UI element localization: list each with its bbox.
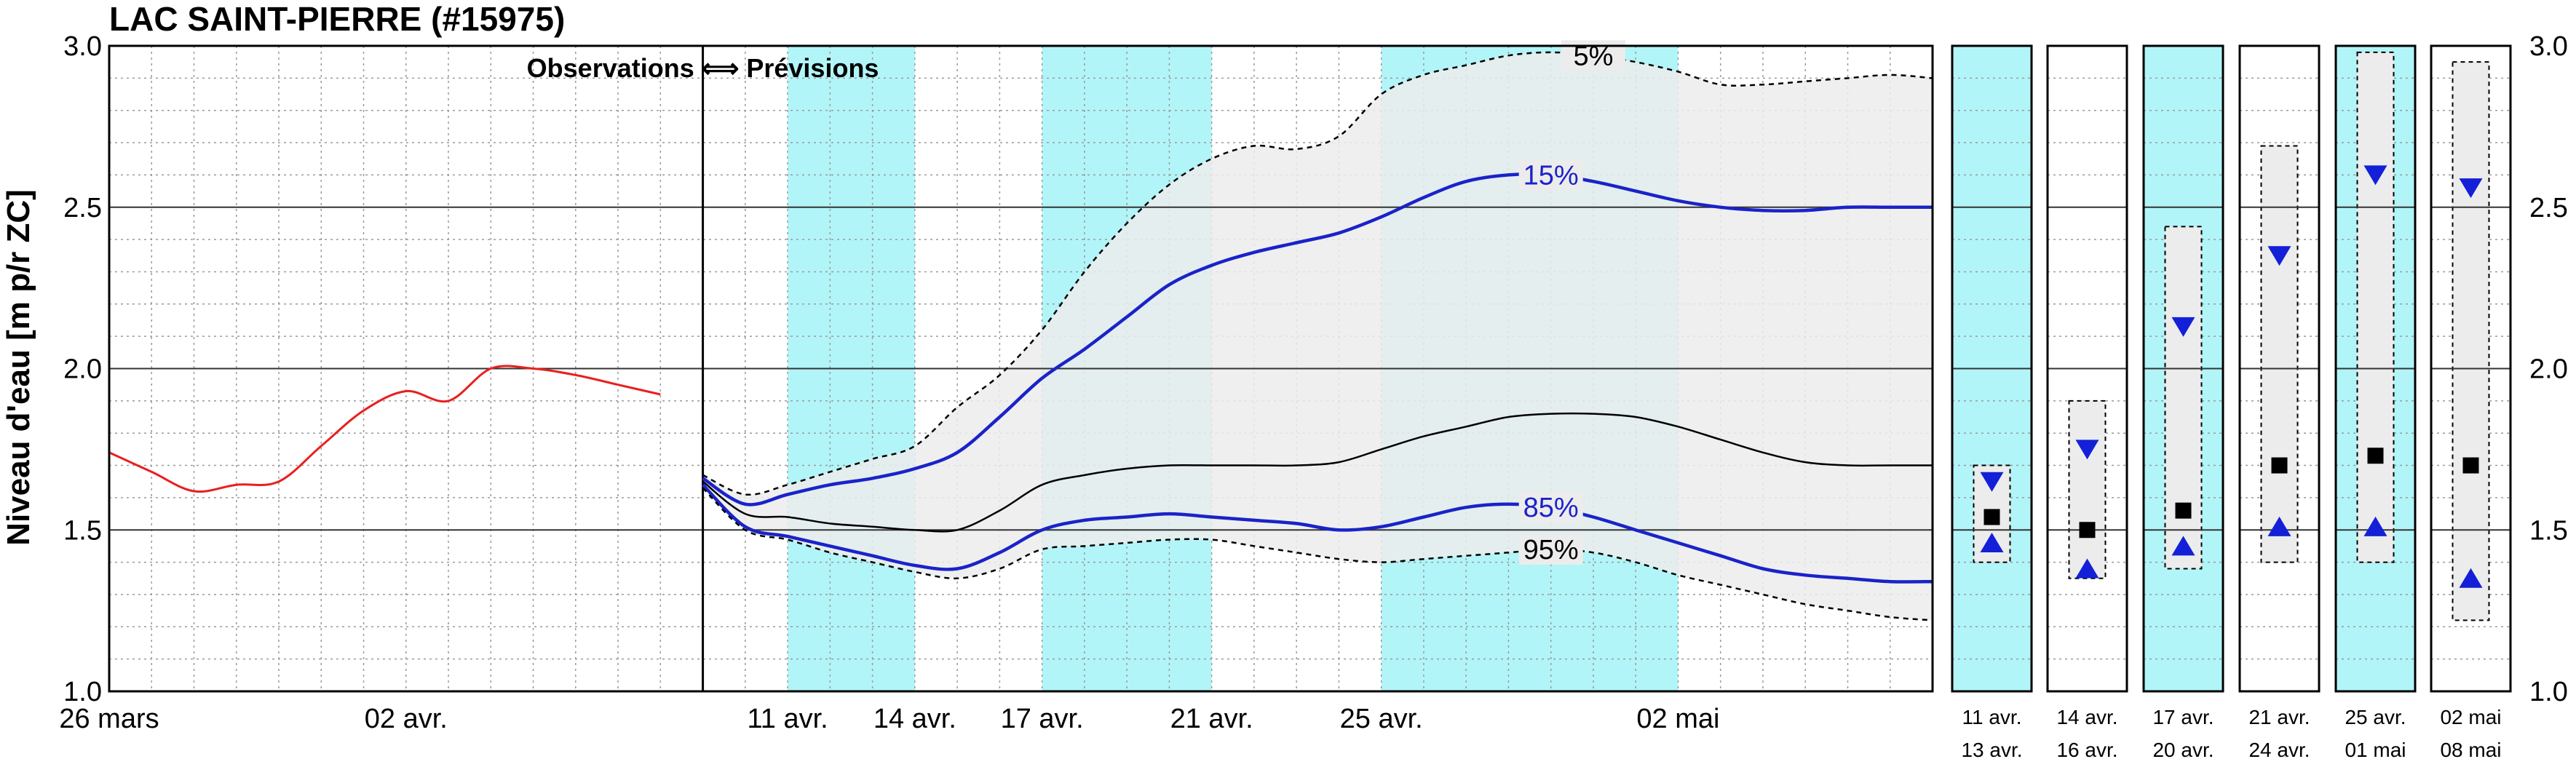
panel-median-square	[2175, 502, 2192, 519]
panel-label-start: 25 avr.	[2345, 706, 2406, 728]
panel-frame	[2334, 44, 2417, 693]
y-tick-label-right: 2.0	[2529, 354, 2568, 385]
panel-label-end: 20 avr.	[2152, 739, 2214, 761]
x-tick-label: 14 avr.	[873, 704, 956, 734]
panel-up-triangle	[2075, 558, 2099, 579]
panel-frame	[2430, 44, 2512, 693]
panel-range-box	[2164, 226, 2203, 570]
y-tick-label-right: 3.0	[2529, 31, 2568, 62]
x-tick-label: 17 avr.	[1001, 704, 1084, 734]
panel-up-triangle	[1980, 532, 2004, 552]
y-tick-label-right: 1.5	[2529, 515, 2568, 546]
chart-title: LAC SAINT-PIERRE (#15975)	[109, 0, 565, 38]
period-panel-1: 11 avr. 13 avr.	[1951, 44, 2033, 761]
y-tick-label-right: 2.5	[2529, 193, 2568, 223]
x-tick-label: 25 avr.	[1340, 704, 1423, 734]
panel-up-triangle	[2363, 516, 2387, 536]
boundary-label: Observations ⟺ Prévisions	[527, 53, 879, 83]
period-panel-6: 02 mai 08 mai	[2430, 44, 2512, 761]
panel-down-triangle	[2075, 440, 2099, 460]
y-tick-label-right: 1.0	[2529, 677, 2568, 707]
panel-median-square	[1983, 509, 2000, 525]
series-label-85-percent: 85%	[1523, 493, 1579, 523]
panel-down-triangle	[2363, 165, 2387, 186]
panel-median-square	[2079, 522, 2096, 539]
x-tick-label: 21 avr.	[1170, 704, 1253, 734]
period-panel-3: 17 avr. 20 avr.	[2142, 44, 2224, 761]
panel-label-end: 01 mai	[2345, 739, 2406, 761]
right-y-axis: 1.0 1.5 2.0 2.5 3.0	[2529, 31, 2568, 707]
panel-label-start: 14 avr.	[2056, 706, 2117, 728]
panel-frame	[2046, 44, 2128, 693]
series-95-percent	[702, 487, 1933, 621]
series-15-percent	[702, 172, 1933, 506]
panel-range-box	[2356, 51, 2395, 563]
y-tick-label-left: 2.5	[63, 193, 102, 223]
panel-up-triangle	[2267, 516, 2291, 536]
main-plot-area: Observations ⟺ Prévisions 5%15%85%95%26 m…	[59, 31, 1934, 734]
panel-down-triangle	[2459, 178, 2483, 199]
panel-down-triangle	[2171, 317, 2195, 337]
series-label-bg	[1518, 533, 1583, 565]
panel-range-box	[2068, 400, 2107, 579]
y-tick-label-left: 1.5	[63, 515, 102, 546]
panel-down-triangle	[1980, 472, 2004, 492]
period-panel-4: 21 avr. 24 avr.	[2238, 44, 2321, 761]
period-panels: 11 avr. 13 avr. 14 avr. 16 avr. 17 avr. 20 av…	[1951, 44, 2512, 761]
main-plot-frame	[108, 44, 1934, 693]
panel-label-end: 08 mai	[2440, 739, 2501, 761]
series-85-percent	[702, 483, 1933, 584]
panel-frame	[1951, 44, 2033, 693]
panel-range-box	[2260, 145, 2299, 563]
y-tick-label-left: 3.0	[63, 31, 102, 62]
panel-down-triangle	[2267, 246, 2291, 266]
series-label-bg	[1518, 159, 1583, 191]
panel-label-end: 24 avr.	[2248, 739, 2310, 761]
x-tick-label: 02 avr.	[365, 704, 448, 734]
panel-frame	[2238, 44, 2321, 693]
minor-gridlines	[109, 46, 1933, 691]
y-tick-label-left: 2.0	[63, 354, 102, 385]
x-tick-label: 02 mai	[1636, 704, 1719, 734]
series-median	[702, 412, 1933, 533]
panel-up-triangle	[2459, 568, 2483, 588]
panel-median-square	[2367, 448, 2384, 464]
ensemble-band-5-95	[702, 52, 1933, 621]
panel-label-start: 11 avr.	[1962, 706, 2022, 728]
panel-label-start: 17 avr.	[2152, 706, 2214, 728]
panel-label-start: 21 avr.	[2248, 706, 2310, 728]
period-panel-5: 25 avr. 01 mai	[2334, 44, 2417, 761]
x-tick-label: 11 avr.	[747, 704, 828, 734]
y-tick-label-left: 1.0	[63, 677, 102, 707]
y-axis-label: Niveau d'eau [m p/r ZC]	[1, 189, 36, 546]
panel-median-square	[2271, 457, 2288, 474]
panel-up-triangle	[2171, 536, 2195, 556]
panel-label-start: 02 mai	[2440, 706, 2501, 728]
series-label-95-percent: 95%	[1523, 535, 1579, 565]
series-label-15-percent: 15%	[1523, 160, 1579, 191]
x-tick-label: 26 mars	[59, 704, 159, 734]
panel-label-end: 13 avr.	[1961, 739, 2022, 761]
panel-median-square	[2462, 457, 2479, 474]
observed-series	[108, 365, 661, 493]
panel-range-box	[2452, 61, 2490, 621]
period-panel-2: 14 avr. 16 avr.	[2046, 44, 2128, 761]
series-label-bg	[1518, 492, 1583, 523]
panel-label-end: 16 avr.	[2056, 739, 2117, 761]
panel-frame	[2142, 44, 2224, 693]
